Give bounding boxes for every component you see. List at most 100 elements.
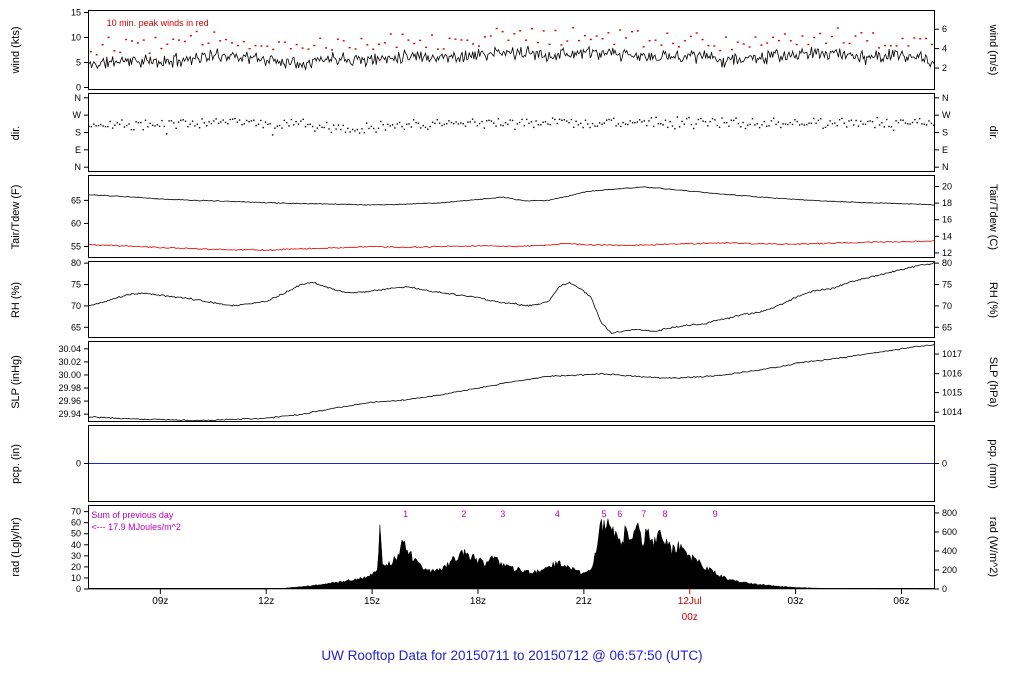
y-tick-label: 30.02 xyxy=(58,357,81,367)
x-axis-tick-label: 12z xyxy=(258,596,275,607)
y-tick-label: 200 xyxy=(942,565,957,575)
y-tick-label: 16 xyxy=(942,215,952,225)
y-tick-label: W xyxy=(942,110,951,120)
y-tick-label: 14 xyxy=(942,231,952,241)
y-tick-label: E xyxy=(942,145,948,155)
y-axis-label-left-slp: SLP (inHg) xyxy=(10,354,22,409)
y-tick-label: 600 xyxy=(942,527,957,537)
radiation-milestone-label: 4 xyxy=(555,509,560,519)
y-axis-label-right-rad: rad (W/m^2) xyxy=(987,516,999,578)
y-tick-label: 70 xyxy=(71,301,81,311)
panel-temp-plot: 55 60 65 12 14 16 18 20 xyxy=(71,175,952,258)
series-dew-point xyxy=(88,240,936,252)
y-tick-label: 65 xyxy=(942,322,952,332)
panel-slp-plot: 29.94 29.96 29.98 30.00 30.02 30.04 1014 1015 10… xyxy=(58,341,962,422)
x-axis-tick-label: 12Jul xyxy=(677,596,702,607)
x-axis-tick-label: 09z xyxy=(152,596,169,607)
series-wind-direction xyxy=(88,116,935,136)
y-tick-label: 5 xyxy=(76,58,81,68)
y-tick-label: 80 xyxy=(942,258,952,268)
radiation-milestone-label: 5 xyxy=(601,509,606,519)
series-10-min-peak-wind xyxy=(89,27,933,56)
y-tick-label: 30.00 xyxy=(58,370,81,380)
series-relative-humidity xyxy=(87,262,936,334)
panel-border xyxy=(88,505,935,589)
y-tick-label: 70 xyxy=(71,507,81,517)
y-axis-label-left-rh: RH (%) xyxy=(10,281,22,318)
radiation-milestone-label: 8 xyxy=(662,509,667,519)
y-tick-label: 55 xyxy=(71,241,81,251)
panel-rh-plot: 65 70 75 80 65 70 75 80 xyxy=(71,258,952,338)
y-tick-label: N xyxy=(942,93,949,103)
y-axis-label-left-rad: rad (Lgly/hr) xyxy=(10,517,22,577)
series-wind-speed xyxy=(87,45,936,71)
y-axis-label-right-wind: wind (m/s) xyxy=(987,24,999,76)
y-tick-label: 65 xyxy=(71,195,81,205)
y-tick-label: 0 xyxy=(76,459,81,469)
panel-annotation: <--- 17.9 MJoules/m^2 xyxy=(91,522,181,532)
y-tick-label: 29.98 xyxy=(58,383,81,393)
y-axis-label-right-temp: Tair/Tdew (C) xyxy=(987,183,999,250)
x-axis-tick-label: 03z xyxy=(787,596,804,607)
y-tick-label: S xyxy=(75,128,81,138)
y-tick-label: 6 xyxy=(942,24,947,34)
y-tick-label: 800 xyxy=(942,508,957,518)
radiation-milestone-label: 3 xyxy=(500,509,505,519)
figure-title: UW Rooftop Data for 20150711 to 20150712… xyxy=(321,648,703,663)
y-tick-label: 75 xyxy=(71,280,81,290)
y-tick-label: 4 xyxy=(942,44,947,54)
y-tick-label: 0 xyxy=(76,83,81,93)
y-tick-label: 70 xyxy=(942,301,952,311)
radiation-milestone-label: 6 xyxy=(617,509,622,519)
y-axis-label-right-pcp: pcp. (mm) xyxy=(987,438,999,489)
y-tick-label: 15 xyxy=(71,8,81,18)
y-tick-label: 20 xyxy=(71,562,81,572)
x-axis-date-label: 00z xyxy=(681,612,698,623)
y-axis-label-left-wind: wind (kts) xyxy=(10,26,22,74)
y-tick-label: 10 xyxy=(71,573,81,583)
y-tick-label: 29.96 xyxy=(58,396,81,406)
panel-border xyxy=(88,10,935,90)
y-tick-label: 0 xyxy=(942,584,947,594)
panel-wind-plot: 0 5 10 15 2 4 6 10 min. peak winds in red xyxy=(71,8,947,93)
y-tick-label: 75 xyxy=(942,280,952,290)
y-tick-label: S xyxy=(942,128,948,138)
y-tick-label: 10 xyxy=(71,33,81,43)
x-axis-tick-label: 06z xyxy=(893,596,910,607)
y-tick-label: 20 xyxy=(942,182,952,192)
y-tick-label: 30.04 xyxy=(58,344,81,354)
y-tick-label: 1017 xyxy=(942,349,962,359)
panel-annotation: Sum of previous day xyxy=(91,510,174,520)
y-tick-label: 1014 xyxy=(942,407,962,417)
y-tick-label: 50 xyxy=(71,529,81,539)
panel-annotation: 10 min. peak winds in red xyxy=(107,18,209,28)
y-tick-label: 40 xyxy=(71,540,81,550)
series-solar-radiation xyxy=(88,518,935,590)
panel-border xyxy=(88,175,935,258)
radiation-milestone-label: 2 xyxy=(461,509,466,519)
radiation-milestone-label: 1 xyxy=(403,509,408,519)
y-tick-label: 65 xyxy=(71,322,81,332)
y-tick-label: 2 xyxy=(942,63,947,73)
y-axis-label-right-slp: SLP (hPa) xyxy=(987,356,999,407)
y-tick-label: 60 xyxy=(71,518,81,528)
y-tick-label: 12 xyxy=(942,248,952,258)
y-axis-label-left-temp: Tair/Tdew (F) xyxy=(10,184,22,249)
series-air-temperature xyxy=(87,186,936,206)
y-tick-label: 29.94 xyxy=(58,409,81,419)
y-tick-label: 0 xyxy=(942,459,947,469)
y-tick-label: 30 xyxy=(71,551,81,561)
y-tick-label: W xyxy=(73,110,82,120)
x-axis-tick-label: 21z xyxy=(575,596,592,607)
y-tick-label: E xyxy=(75,145,81,155)
y-axis-label-left-dir: dir. xyxy=(10,125,22,140)
radiation-milestone-label: 7 xyxy=(641,509,646,519)
x-axis-tick-label: 15z xyxy=(364,596,381,607)
y-tick-label: 0 xyxy=(76,584,81,594)
panel-border xyxy=(88,93,935,172)
y-tick-label: 1015 xyxy=(942,388,962,398)
